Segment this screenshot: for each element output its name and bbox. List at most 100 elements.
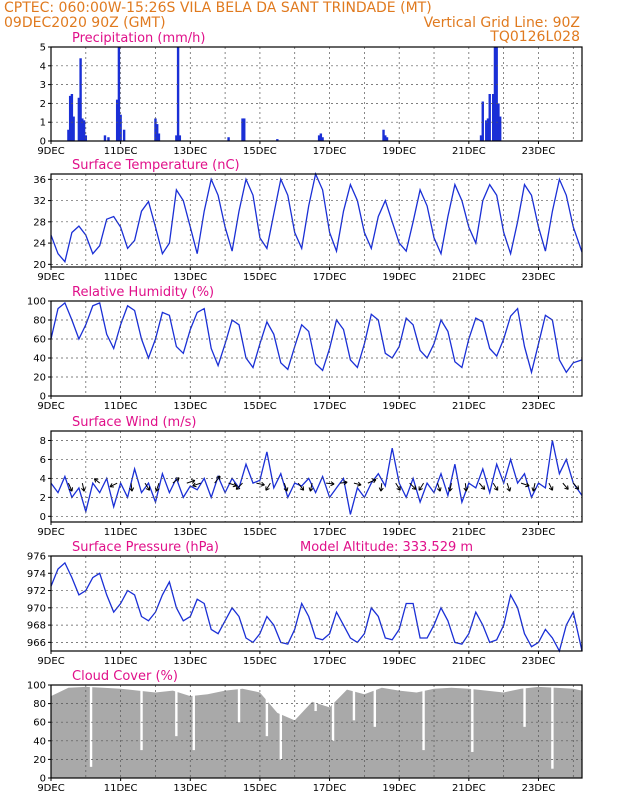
humidity-ytick-label: 60 xyxy=(33,335,46,346)
cloud-gap xyxy=(175,686,178,737)
wind-frame xyxy=(50,430,583,523)
precip-bar xyxy=(321,137,324,141)
pressure-xtick-label: 21DEC xyxy=(452,656,486,667)
humidity-xtick-label: 21DEC xyxy=(452,401,486,412)
panel-wind: 0 2 4 6 8 9DEC 11DEC 13DEC 15DEC 17DEC 19DEC 21DEC 2… xyxy=(37,415,583,538)
precip-bar xyxy=(117,47,121,141)
wind-vector xyxy=(409,482,417,490)
humidity-ytick-label: 100 xyxy=(27,297,46,308)
header-model: TQ0126L028 xyxy=(489,29,580,45)
pressure-xtick-label: 13DEC xyxy=(173,656,207,667)
pressure-ytick-label: 972 xyxy=(27,586,46,597)
wind-vector xyxy=(129,483,135,492)
humidity-ytick-label: 40 xyxy=(33,354,46,365)
precip-bar xyxy=(481,101,484,141)
wind-vector xyxy=(572,482,580,490)
precip-ytick-label: 2 xyxy=(40,99,46,110)
panel-cloud: 0 20 40 60 80 100 9DEC 11DEC 13DEC 15DEC 17DEC 19DE… xyxy=(27,669,583,794)
precip-bar xyxy=(241,118,244,141)
panel-temp: 20 24 28 32 36 9DEC 11DEC 13DEC 15DEC 17DEC 19DEC 2… xyxy=(33,158,583,283)
precip-bar xyxy=(317,135,321,141)
precip-bar xyxy=(486,118,490,141)
precip-bar xyxy=(243,118,246,141)
cloud-gap xyxy=(279,686,283,760)
wind-xtick-label: 23DEC xyxy=(522,527,556,538)
precip-bar xyxy=(495,47,498,141)
cloud-gap xyxy=(192,686,195,751)
precip-bar xyxy=(492,94,495,141)
header-date: 09DEC2020 90Z (GMT) xyxy=(4,15,166,31)
precip-bar xyxy=(67,129,70,141)
temp-xtick-label: 19DEC xyxy=(382,272,416,283)
temp-xtick-label: 23DEC xyxy=(522,272,556,283)
cloud-ytick-label: 20 xyxy=(33,755,46,766)
precip-bar xyxy=(72,116,75,141)
wind-vector xyxy=(192,482,201,488)
wind-vector xyxy=(214,475,221,484)
wind-vector xyxy=(109,482,118,488)
wind-xtick-label: 15DEC xyxy=(243,527,277,538)
pressure-xtick-label: 15DEC xyxy=(243,656,277,667)
precip-bar xyxy=(493,47,497,141)
temp-ytick-label: 32 xyxy=(33,196,46,207)
precip-bar xyxy=(68,95,72,141)
humidity-xtick-label: 13DEC xyxy=(173,401,207,412)
header-grid-line: Vertical Grid Line: 90Z xyxy=(424,15,580,31)
panel-pressure: 966 968 970 972 974 976 9DEC 11DEC 13DEC 15DEC 17D… xyxy=(27,540,583,667)
temp-xtick-label: 9DEC xyxy=(37,272,64,283)
wind-vector xyxy=(463,483,469,492)
pressure-xtick-label: 9DEC xyxy=(37,656,64,667)
wind-ytick-label: 8 xyxy=(40,436,46,447)
temp-line xyxy=(50,171,583,264)
panel-humidity: 0 20 40 60 80 100 9DEC 11DEC 13DEC 15DEC 17DEC 19DE… xyxy=(27,285,583,412)
header-station: CPTEC: 060:00W-15:26S VILA BELA DA SANT … xyxy=(4,0,432,16)
cloud-gap xyxy=(352,686,356,721)
precip-ytick-label: 1 xyxy=(40,118,46,129)
precip-ytick-label: 3 xyxy=(40,80,46,91)
cloud-ytick-label: 40 xyxy=(33,736,46,747)
cloud-frame xyxy=(50,684,583,779)
temp-frame xyxy=(50,173,583,268)
wind-xtick-label: 21DEC xyxy=(452,527,486,538)
pressure-line xyxy=(50,561,583,653)
panel-precip: 0 1 2 3 4 5 9DEC 11DEC 13DEC 15DEC 17DEC 19DEC 21DEC… xyxy=(37,31,583,157)
temp-ytick-label: 20 xyxy=(33,260,46,271)
precip-bar xyxy=(79,58,82,141)
pressure-annotation: Model Altitude: 333.529 m xyxy=(300,540,473,555)
cloud-xtick-label: 19DEC xyxy=(382,783,416,794)
precip-bar xyxy=(497,103,500,141)
pressure-xtick-label: 19DEC xyxy=(382,656,416,667)
humidity-xtick-label: 11DEC xyxy=(104,401,138,412)
humidity-line xyxy=(50,301,583,375)
precip-xtick-label: 9DEC xyxy=(37,146,64,157)
wind-vector xyxy=(283,482,289,492)
cloud-gap xyxy=(551,686,554,769)
cloud-gap xyxy=(140,686,143,751)
pressure-ytick-label: 976 xyxy=(27,552,46,563)
cloud-gap xyxy=(373,686,377,727)
precip-bar xyxy=(70,94,74,141)
temp-ytick-label: 36 xyxy=(33,175,46,186)
cloud-xtick-label: 11DEC xyxy=(104,783,138,794)
cloud-area xyxy=(51,686,582,778)
wind-vector xyxy=(186,479,196,484)
precip-bar xyxy=(175,135,178,141)
precip-bar xyxy=(384,135,387,141)
wind-vector xyxy=(478,482,486,490)
cloud-gap xyxy=(237,686,241,723)
precip-bar xyxy=(107,137,110,141)
precip-bar xyxy=(77,97,81,141)
wind-vector xyxy=(256,481,265,487)
humidity-xtick-label: 19DEC xyxy=(382,401,416,412)
wind-vector xyxy=(339,480,348,486)
wind-ytick-label: 2 xyxy=(40,493,46,504)
wind-vector xyxy=(144,482,151,491)
wind-title: Surface Wind (m/s) xyxy=(72,415,196,430)
humidity-xtick-label: 23DEC xyxy=(522,401,556,412)
cloud-gap xyxy=(265,686,269,737)
wind-vector xyxy=(228,482,238,488)
wind-vector xyxy=(81,483,86,492)
pressure-title: Surface Pressure (hPa) xyxy=(72,540,219,555)
precip-bar xyxy=(103,135,107,141)
